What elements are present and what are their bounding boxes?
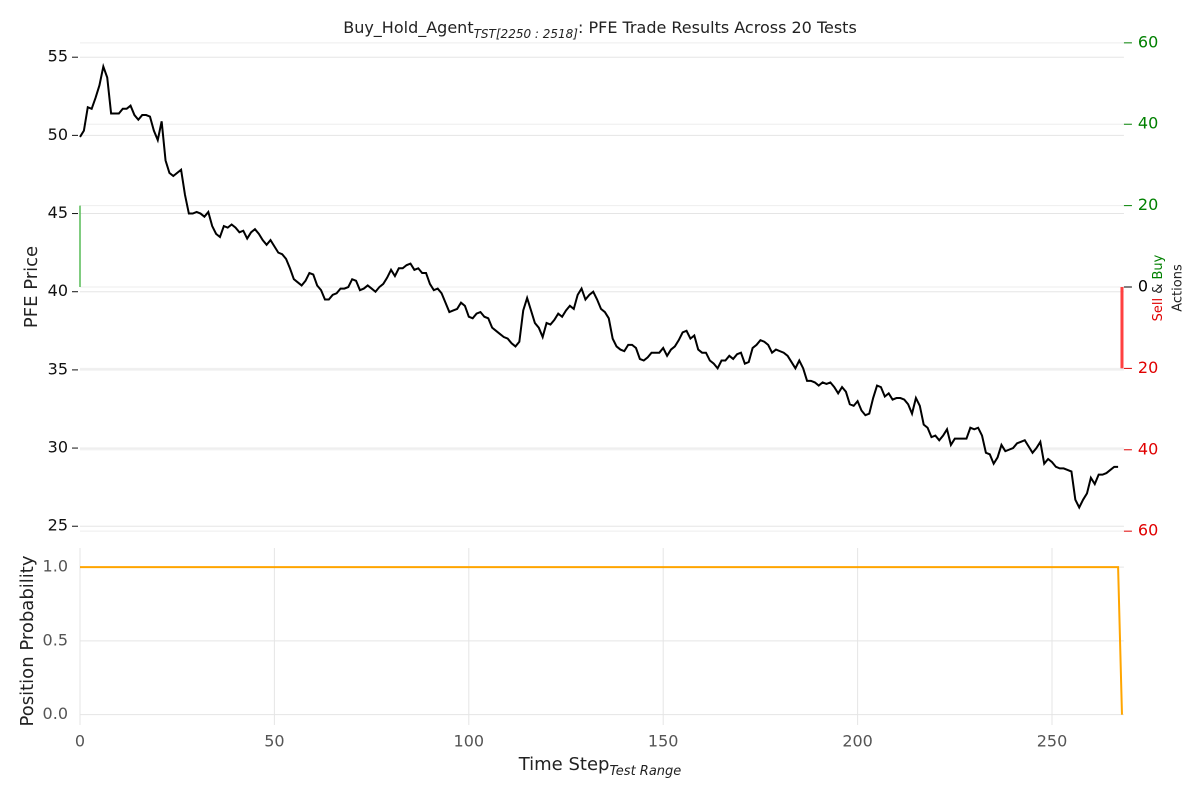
- y2-tick-label: 20: [1138, 358, 1158, 377]
- y-tick-label: 45: [48, 203, 68, 222]
- y2-tick-label: 40: [1138, 439, 1158, 458]
- y-axis-label: PFE Price: [21, 246, 42, 328]
- x-tick-label: 50: [264, 732, 284, 751]
- y-tick-label: 35: [48, 359, 68, 378]
- title-sub: TST[2250 : 2518]: [474, 27, 579, 41]
- y-axis-label: Position Probability: [17, 555, 38, 726]
- y2-tick-label: 40: [1138, 114, 1158, 133]
- y-tick-label: 40: [48, 281, 68, 300]
- y2-tick-label: 60: [1138, 32, 1158, 51]
- x-tick-label: 200: [842, 732, 873, 751]
- line-series: [79, 62, 1119, 510]
- x-tick-label: 100: [454, 732, 485, 751]
- x-tick-label: 150: [648, 732, 679, 751]
- line-series: [80, 566, 1123, 715]
- y2-tick-label: 0: [1138, 277, 1148, 296]
- x-tick-label: 250: [1037, 732, 1068, 751]
- title-main: Buy_Hold_Agent: [343, 18, 473, 38]
- sell-label: Sell: [1151, 298, 1166, 321]
- y2-axis-label: Sell & Buy: [1151, 254, 1166, 321]
- y2-tick-label: 60: [1138, 521, 1158, 540]
- x-axis-label: Time StepTest Range: [518, 754, 682, 779]
- buy-label: Buy: [1151, 254, 1166, 279]
- title-rest: : PFE Trade Results Across 20 Tests: [578, 18, 857, 37]
- y-tick-label: 25: [48, 516, 68, 535]
- y2-tick-label: 20: [1138, 195, 1158, 214]
- y-tick-label: 50: [48, 125, 68, 144]
- y-tick-label: 0.0: [43, 704, 68, 723]
- xlabel-sub: Test Range: [609, 764, 681, 779]
- y2-axis-title: Actions: [1171, 264, 1186, 312]
- chart-title: Buy_Hold_AgentTST[2250 : 2518]: PFE Trad…: [343, 18, 857, 41]
- y-tick-label: 55: [48, 47, 68, 66]
- xlabel-main: Time Step: [518, 754, 610, 775]
- y-tick-label: 1.0: [43, 557, 68, 576]
- y-tick-label: 30: [48, 438, 68, 457]
- and-label: &: [1151, 284, 1166, 294]
- x-tick-label: 0: [75, 732, 85, 751]
- y-tick-label: 0.5: [43, 630, 68, 649]
